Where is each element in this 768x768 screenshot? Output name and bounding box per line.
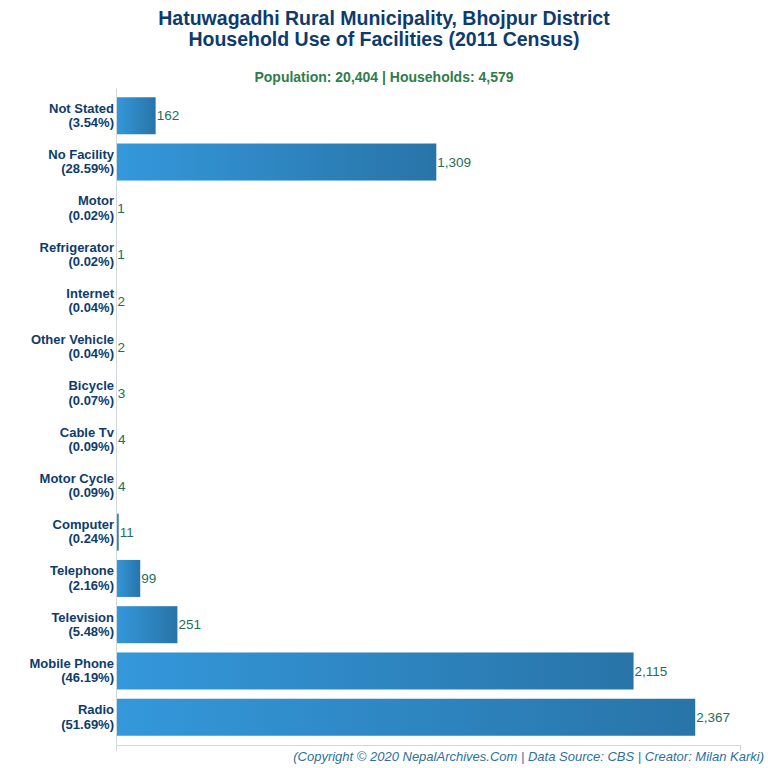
y-tick: No Facility(28.59%) [48, 147, 115, 176]
y-tick-label: Computer(0.24%) [53, 517, 114, 546]
data-label: 4 [118, 432, 126, 447]
y-tick-label: Mobile Phone(46.19%) [30, 656, 115, 685]
y-tick-label: Motor(0.02%) [68, 193, 114, 222]
bar [116, 560, 140, 597]
y-axis: Not Stated(3.54%) No Facility(28.59%) Moto… [30, 89, 117, 746]
bars [116, 97, 695, 735]
chart: Hatuwagadhi Rural Municipality, Bhojpur … [0, 0, 768, 768]
y-tick-label: Cable Tv(0.09%) [60, 425, 115, 454]
y-tick-label: Telephone(2.16%) [50, 563, 114, 592]
data-label: 3 [118, 386, 126, 401]
bar [116, 606, 177, 643]
title: Hatuwagadhi Rural Municipality, Bhojpur … [158, 7, 610, 50]
bar [116, 144, 436, 181]
y-tick-label: Not Stated(3.54%) [49, 101, 114, 130]
y-axis-line [116, 89, 117, 746]
subtitle: Population: 20,404 | Households: 4,579 [254, 69, 513, 85]
data-label: 99 [141, 571, 156, 586]
data-labels: 1621,309112234411992512,1152,367 [117, 108, 730, 724]
y-tick: Motor Cycle(0.09%) [40, 471, 114, 500]
data-label: 4 [118, 479, 126, 494]
y-tick: Bicycle(0.07%) [68, 378, 114, 407]
y-tick-label: Other Vehicle(0.04%) [31, 332, 114, 361]
y-tick: Cable Tv(0.09%) [60, 425, 115, 454]
y-tick-label: Television(5.48%) [51, 610, 114, 639]
y-tick: Internet(0.04%) [66, 286, 114, 315]
bar [116, 97, 156, 134]
data-label: 1 [117, 201, 125, 216]
y-tick: Computer(0.24%) [53, 517, 114, 546]
y-tick: Not Stated(3.54%) [49, 101, 114, 130]
bar [116, 699, 695, 736]
y-tick: Telephone(2.16%) [50, 563, 114, 592]
y-tick-label: Refrigerator(0.02%) [40, 240, 114, 269]
y-tick-label: Radio(51.69%) [61, 702, 114, 731]
data-label: 2,367 [696, 710, 730, 725]
data-label: 1,309 [437, 155, 471, 170]
y-tick: Radio(51.69%) [61, 702, 114, 731]
y-tick-label: No Facility(28.59%) [48, 147, 115, 176]
y-tick-label: Motor Cycle(0.09%) [40, 471, 114, 500]
data-label: 1 [117, 247, 125, 262]
y-tick: Other Vehicle(0.04%) [31, 332, 114, 361]
data-label: 2,115 [635, 664, 668, 679]
y-tick-label: Bicycle(0.07%) [68, 378, 114, 407]
data-label: 11 [120, 525, 134, 540]
y-tick: Refrigerator(0.02%) [40, 240, 114, 269]
y-tick: Television(5.48%) [51, 610, 114, 639]
caption: (Copyright © 2020 NepalArchives.Com | Da… [293, 749, 764, 764]
data-label: 162 [157, 108, 180, 123]
data-label: 2 [117, 340, 125, 355]
data-label: 251 [178, 617, 201, 632]
y-tick: Mobile Phone(46.19%) [30, 656, 115, 685]
y-tick: Motor(0.02%) [68, 193, 114, 222]
y-tick-label: Internet(0.04%) [66, 286, 114, 315]
bar [116, 652, 634, 689]
data-label: 2 [117, 294, 125, 309]
